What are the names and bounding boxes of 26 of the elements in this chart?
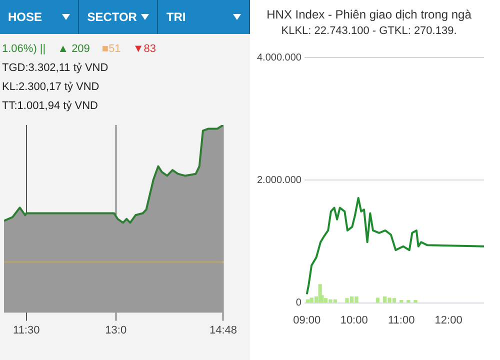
text: ▲ 209	[58, 42, 90, 57]
text: HOSE	[8, 10, 42, 24]
text: TT:1.001,94 tỷ VND	[2, 99, 99, 114]
x-tick-label: 13:0	[105, 324, 127, 336]
bar	[400, 300, 404, 303]
text: ▼83	[132, 42, 156, 57]
y-tick-label: 2.000.000	[256, 174, 302, 186]
text: SECTOR	[87, 10, 137, 24]
text: ■51	[102, 42, 121, 57]
chart-subtitle: KLKL: 22.743.100 - GTKL: 270.139.	[281, 25, 457, 38]
x-tick-label: 09:00	[293, 314, 321, 326]
x-tick-label: 10:00	[340, 314, 368, 326]
text: KL:2.300,17 tỷ VND	[2, 80, 100, 95]
x-tick-label: 14:48	[209, 324, 237, 336]
chart-title: HNX Index - Phiên giao dịch trong ngà	[266, 8, 472, 22]
text: 1.06%) ||	[2, 42, 46, 57]
x-tick-label: 11:30	[13, 324, 40, 336]
text: TRI	[166, 10, 186, 24]
bar	[376, 298, 380, 303]
bar	[406, 300, 410, 303]
y-tick-label: 0	[296, 298, 302, 309]
y-tick-label: 4.000.000	[256, 52, 302, 64]
x-tick-label: 11:00	[388, 314, 415, 326]
bar	[414, 300, 418, 303]
text: TGD:3.302,11 tỷ VND	[2, 61, 110, 76]
x-tick-label: 12:00	[434, 314, 462, 326]
